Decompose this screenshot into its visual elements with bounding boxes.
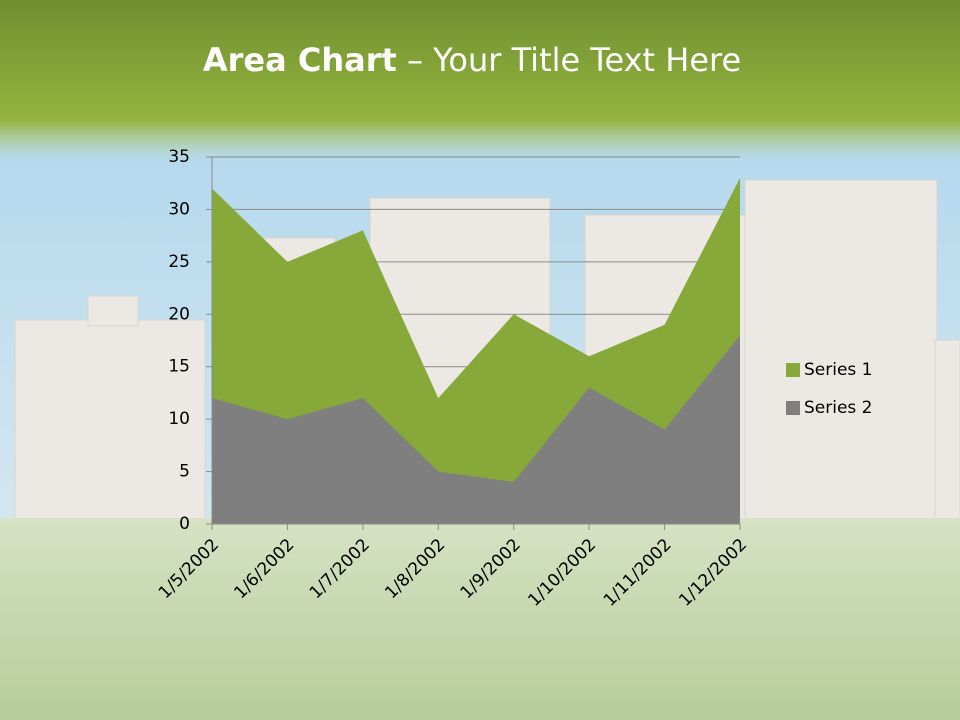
y-tick-label: 35 — [168, 147, 190, 167]
area — [212, 335, 740, 524]
y-tick-label: 5 — [179, 462, 190, 482]
legend-label: Series 1 — [804, 360, 873, 380]
y-tick-label: 20 — [168, 304, 190, 324]
y-tick-label: 30 — [168, 199, 190, 219]
y-tick-label: 10 — [168, 409, 190, 429]
y-tick-label: 25 — [168, 252, 190, 272]
legend-swatch — [786, 401, 800, 415]
title-rest: – Your Title Text Here — [397, 41, 741, 79]
title-bold: Area Chart — [203, 41, 397, 79]
legend-swatch — [786, 363, 800, 377]
y-tick-label: 15 — [168, 357, 190, 377]
legend-label: Series 2 — [804, 398, 873, 418]
y-tick-label: 0 — [179, 514, 190, 534]
slide-title: Area Chart – Your Title Text Here — [203, 41, 741, 79]
